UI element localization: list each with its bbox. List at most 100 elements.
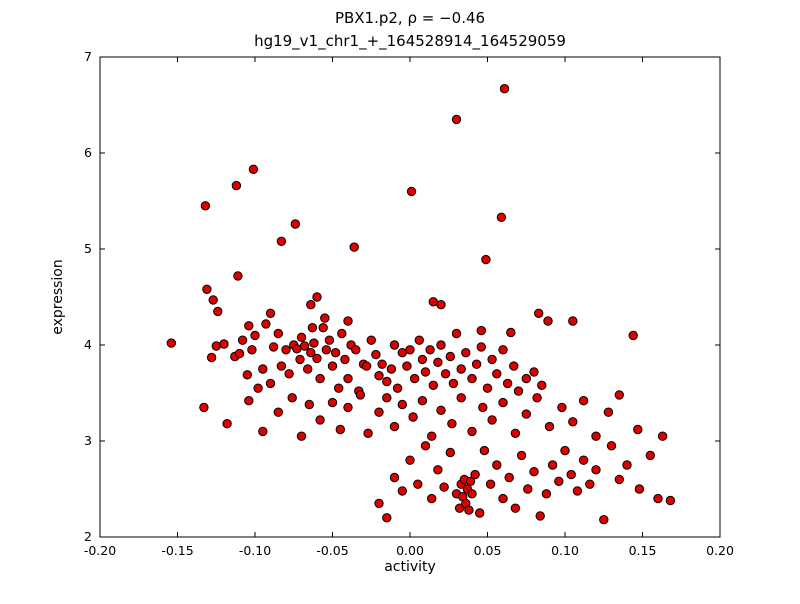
data-point	[397, 399, 407, 410]
data-point	[321, 345, 331, 355]
data-point	[265, 378, 276, 389]
data-point	[578, 396, 589, 406]
y-axis-label: expression	[50, 259, 66, 335]
data-point	[532, 393, 542, 403]
data-point	[499, 84, 510, 94]
data-point	[408, 412, 418, 422]
data-point	[231, 180, 242, 191]
data-point	[510, 503, 521, 513]
data-point	[470, 469, 480, 480]
data-point	[566, 469, 576, 480]
data-point	[361, 361, 372, 371]
data-point	[487, 354, 497, 365]
x-tick-label: -0.10	[239, 543, 271, 558]
data-point	[409, 373, 420, 384]
chart-subtitle: hg19_v1_chr1_+_164528914_164529059	[254, 32, 566, 51]
data-point	[397, 348, 407, 358]
data-point	[290, 219, 300, 229]
data-point	[306, 348, 316, 358]
data-point	[510, 428, 521, 438]
data-point	[599, 515, 609, 525]
data-point	[296, 431, 307, 441]
data-point	[578, 455, 589, 465]
data-point	[476, 325, 486, 336]
data-point	[425, 345, 435, 355]
data-point	[366, 335, 376, 345]
data-point	[405, 455, 415, 465]
data-point	[355, 390, 366, 400]
data-point	[253, 383, 263, 393]
data-point	[456, 364, 466, 374]
data-point	[445, 447, 455, 458]
data-point	[337, 328, 347, 339]
x-tick-label: 0.20	[706, 543, 734, 558]
data-point	[392, 383, 403, 393]
data-point	[292, 344, 302, 354]
data-point	[374, 498, 384, 509]
data-point	[634, 484, 645, 494]
y-tick-label: 5	[84, 241, 92, 256]
data-point	[475, 508, 485, 518]
data-point	[614, 474, 624, 485]
y-tick-label: 3	[84, 433, 92, 448]
data-point	[389, 340, 400, 350]
data-point	[306, 300, 316, 310]
data-point	[479, 445, 490, 456]
data-point	[436, 405, 446, 415]
data-point	[467, 489, 477, 499]
data-point	[296, 332, 307, 342]
data-point	[653, 493, 663, 504]
data-point	[603, 407, 614, 417]
data-point	[382, 376, 392, 387]
data-point	[476, 342, 486, 352]
x-tick-label: -0.05	[316, 543, 348, 558]
data-point	[428, 297, 438, 307]
data-point	[445, 351, 455, 362]
data-point	[544, 421, 555, 432]
data-point	[572, 486, 583, 496]
data-point	[202, 284, 212, 294]
data-point	[427, 493, 437, 504]
data-point	[478, 402, 488, 413]
data-point	[591, 431, 601, 441]
x-tick-label: 0.05	[474, 543, 502, 558]
data-point	[244, 396, 254, 406]
data-point	[211, 341, 222, 351]
data-point	[349, 242, 359, 252]
data-point	[464, 505, 474, 515]
data-point	[481, 254, 491, 265]
data-point	[645, 450, 655, 461]
data-point	[382, 393, 392, 403]
data-point	[633, 424, 643, 435]
data-point	[568, 417, 578, 427]
data-point	[335, 424, 345, 435]
data-point	[614, 390, 624, 400]
data-point	[351, 345, 361, 355]
data-point	[606, 441, 617, 451]
data-point	[250, 330, 260, 341]
data-point	[234, 348, 245, 359]
data-point	[200, 201, 211, 211]
data-point	[535, 511, 545, 521]
data-point	[363, 428, 373, 438]
data-point	[397, 486, 407, 496]
data-point	[374, 371, 384, 381]
points-layer	[166, 84, 676, 525]
x-axis-label: activity	[384, 559, 436, 575]
data-point	[433, 357, 443, 367]
data-point	[487, 415, 497, 425]
data-point	[502, 378, 513, 389]
ticks-layer: -0.20 -0.15 -0.10 -0.05 0.00 0.05 0.10 0.15 0.20…	[84, 49, 734, 558]
data-point	[521, 373, 531, 384]
data-point	[309, 338, 319, 348]
data-point	[295, 354, 305, 365]
data-point	[454, 503, 465, 513]
data-point	[485, 479, 496, 489]
data-point	[405, 345, 415, 355]
data-point	[541, 489, 552, 499]
data-point	[312, 353, 322, 364]
data-point	[307, 323, 318, 333]
data-point	[428, 380, 438, 390]
data-point	[447, 419, 457, 429]
y-tick-label: 6	[84, 145, 92, 160]
